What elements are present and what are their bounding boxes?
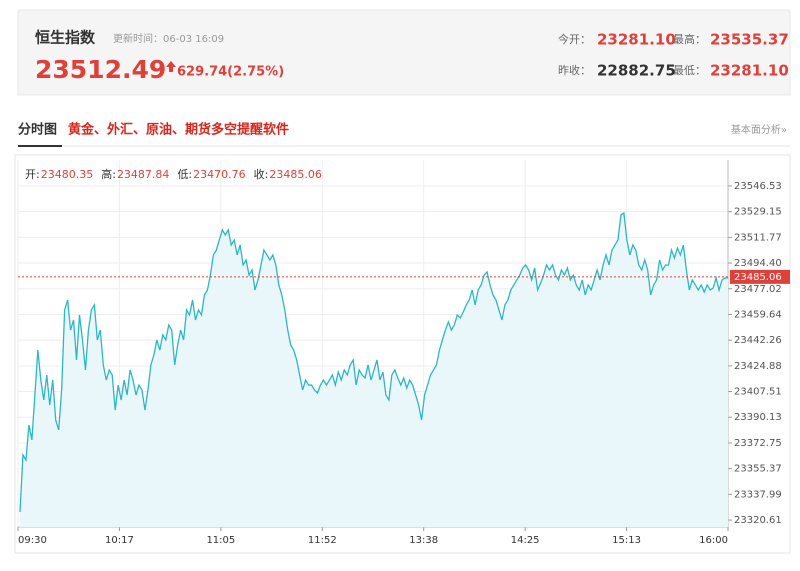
close-badge (730, 269, 790, 284)
y-tick-label: 23529.15 (734, 207, 782, 218)
y-tick-label: 23546.53 (734, 181, 782, 192)
x-tick-label: 14:25 (511, 535, 540, 546)
close-badge-label: 23485.06 (734, 272, 782, 283)
plot: 23546.53 23529.15 23511.77 23494.40 23477.02… (17, 160, 790, 546)
y-tick-label: 23372.75 (734, 438, 782, 449)
x-tick-label: 11:05 (206, 535, 235, 546)
index-name: 恒生指数 (35, 29, 96, 47)
prev-close-label: 昨收： (558, 63, 591, 77)
y-tick-label: 23390.13 (734, 412, 782, 423)
analysis-link[interactable]: 基本面分析» (731, 123, 787, 136)
quote-panel (17, 9, 791, 96)
y-tick-label: 23477.02 (734, 284, 782, 295)
open-label: 今开： (558, 32, 591, 46)
ohlc-label: 收: (254, 167, 269, 181)
x-tick-label: 09:30 (18, 535, 47, 546)
x-tick-label: 11:52 (308, 535, 337, 546)
x-tick-label: 10:17 (105, 535, 134, 546)
high: 23535.37 (710, 31, 789, 49)
price-line (19, 211, 728, 512)
open: 23281.10 (597, 31, 676, 49)
y-tick-label: 23424.88 (734, 361, 782, 372)
y-tick-label: 23459.64 (734, 309, 782, 320)
ohlc-label: 低: (177, 168, 192, 181)
y-tick-label: 23407.51 (734, 387, 782, 398)
x-tick-label: 16:00 (699, 535, 728, 546)
up-arrow (166, 61, 176, 72)
promo-link[interactable]: 黄金、外汇、原油、期货多空提醒软件 (68, 122, 289, 138)
y-tick-label: 23511.77 (734, 232, 782, 243)
y-tick-label: 23355.37 (734, 464, 782, 475)
y-tick-label: 23442.26 (734, 335, 782, 346)
ohlc-value: 23480.35 (41, 168, 94, 181)
low: 23281.10 (710, 62, 789, 80)
update-time: 更新时间：06-03 16:09 (113, 32, 224, 45)
low-label: 最低： (673, 64, 706, 77)
ohlc-value: 23470.76 (193, 168, 246, 181)
ohlc-label: 高: (101, 167, 116, 181)
y-tick-label: 23337.99 (734, 489, 782, 500)
ohlc-label: 开: (25, 168, 40, 181)
price: 23512.49 (35, 55, 166, 84)
prev-close: 22882.75 (597, 62, 676, 80)
x-tick-label: 15:13 (612, 535, 641, 546)
x-tick-label: 13:38 (409, 535, 438, 546)
ohlc-value: 23487.84 (117, 168, 170, 181)
y-tick-label: 23494.40 (734, 258, 782, 269)
section-title: 分时图 (18, 122, 57, 138)
ohlc-value: 23485.06 (269, 168, 322, 181)
high-label: 最高： (673, 32, 706, 46)
change: 629.74(2.75%) (177, 65, 284, 80)
y-tick-label: 23320.61 (734, 515, 782, 526)
